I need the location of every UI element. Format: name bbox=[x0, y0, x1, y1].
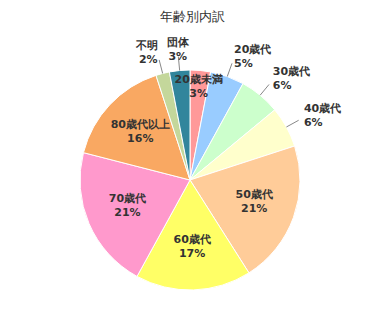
svg-text:20歳未満3%: 20歳未満3% bbox=[175, 73, 223, 100]
svg-text:20歳代5%: 20歳代5% bbox=[234, 43, 271, 70]
svg-text:不明2%: 不明2% bbox=[135, 39, 158, 66]
html-text:年齢別内訳: 年齢別内訳 bbox=[160, 9, 225, 24]
svg-text:80歳代以上16%: 80歳代以上16% bbox=[111, 118, 170, 145]
svg-text:30歳代6%: 30歳代6% bbox=[273, 65, 310, 92]
svg-text:50歳代21%: 50歳代21% bbox=[236, 188, 273, 215]
svg-text:60歳代17%: 60歳代17% bbox=[173, 233, 210, 260]
svg-text:70歳代21%: 70歳代21% bbox=[109, 192, 146, 219]
svg-text:団体3%: 団体3% bbox=[167, 36, 190, 63]
svg-text:40歳代6%: 40歳代6% bbox=[304, 102, 341, 129]
